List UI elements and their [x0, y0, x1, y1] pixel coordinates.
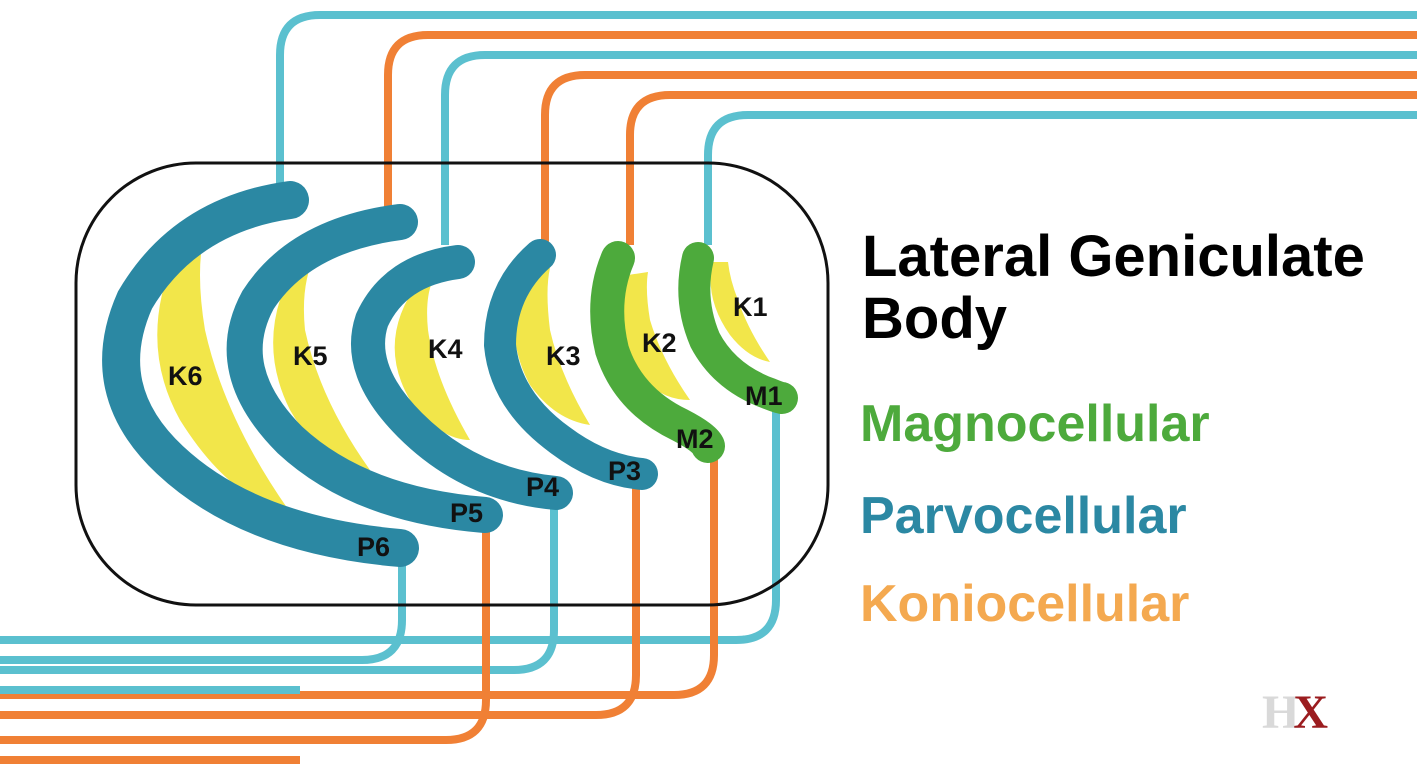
legend-magnocellular: Magnocellular	[860, 395, 1210, 453]
label-k1: K1	[733, 292, 768, 322]
layer-labels: K6 K5 K4 K3 K2 K1 M1 M2 P3 P4 P5 P6	[168, 292, 783, 562]
magno-layers	[590, 241, 798, 463]
konio-band-k1	[710, 262, 770, 362]
parvo-layer-p5	[226, 204, 503, 533]
konio-band-k6	[157, 225, 290, 512]
label-p5: P5	[450, 498, 483, 528]
label-k3: K3	[546, 341, 581, 371]
label-k2: K2	[642, 328, 677, 358]
magno-layer-m1	[678, 242, 798, 414]
logo-letter-x: X	[1293, 686, 1328, 739]
magno-layer-m2	[590, 241, 725, 463]
konio-band-k3	[514, 268, 590, 425]
parvo-layers	[102, 181, 658, 567]
konio-band-k5	[273, 250, 370, 470]
parvo-layer-p4	[351, 245, 573, 510]
fiber-upper-3	[441, 51, 1417, 245]
logo-letter-h: H	[1262, 686, 1299, 739]
lgn-body-outline	[74, 161, 830, 607]
konio-band-k4	[394, 280, 470, 440]
fiber-lower-m1	[0, 400, 780, 644]
fiber-upper-5	[626, 91, 1417, 245]
fiber-lower-p4	[0, 500, 558, 674]
fiber-upper-1	[276, 11, 1417, 185]
label-p6: P6	[357, 532, 390, 562]
fiber-lower-m2	[0, 450, 718, 699]
fiber-lower-p3	[0, 482, 640, 719]
label-p3: P3	[608, 456, 641, 486]
fiber-upper-2	[384, 31, 1417, 210]
label-m2: M2	[676, 424, 714, 454]
label-p4: P4	[526, 472, 559, 502]
hx-logo: HX	[1262, 689, 1358, 737]
fiber-upper-6	[704, 111, 1417, 245]
label-k6: K6	[168, 361, 203, 391]
fiber-upper-4	[541, 71, 1417, 245]
parvo-layer-p3	[483, 239, 658, 490]
fiber-lower-p5	[0, 522, 490, 744]
parvo-layer-p6	[102, 181, 419, 567]
label-m1: M1	[745, 381, 783, 411]
diagram-title: Lateral Geniculate Body	[862, 224, 1365, 351]
fiber-lower-p6	[0, 555, 406, 664]
legend-parvocellular: Parvocellular	[860, 487, 1187, 545]
label-k5: K5	[293, 341, 328, 371]
fiber-group	[0, 11, 1417, 764]
legend-koniocellular: Koniocellular	[860, 575, 1190, 633]
label-k4: K4	[428, 334, 463, 364]
